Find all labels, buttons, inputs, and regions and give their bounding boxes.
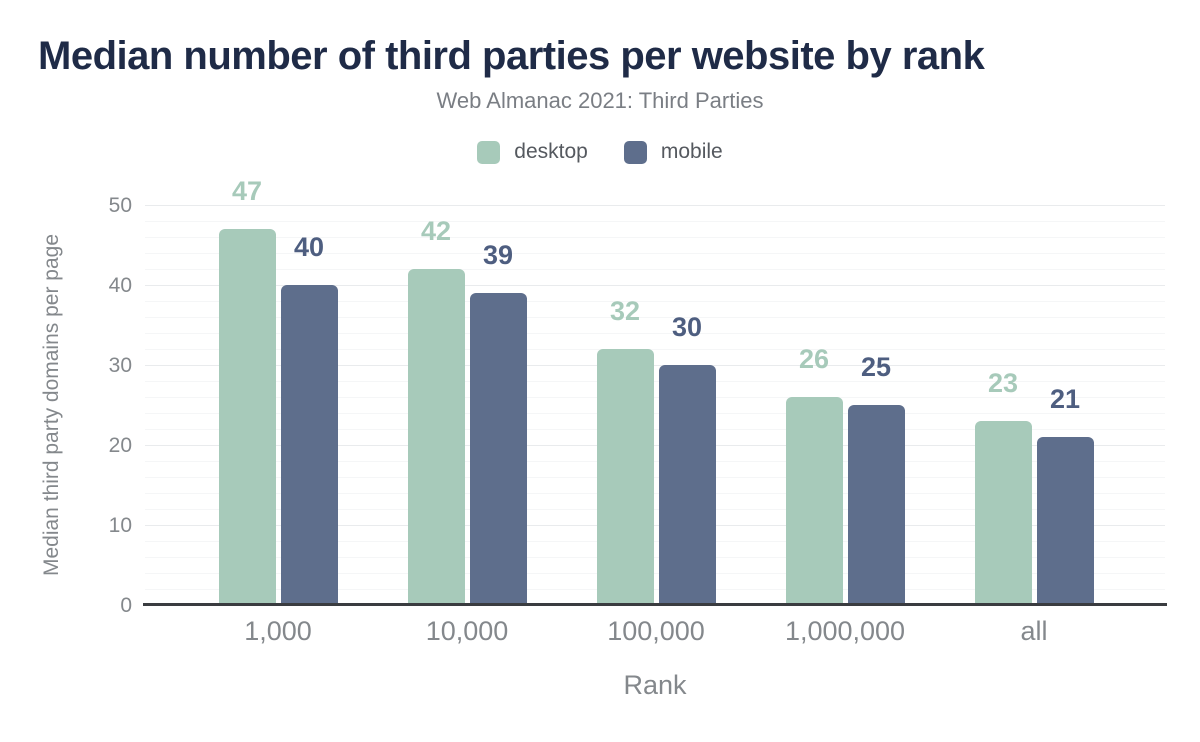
plot-area: 47 40 42 39 32 30 26 25 23 21	[145, 178, 1165, 605]
mobile-swatch-icon	[623, 140, 647, 164]
bar-mobile-1-000[interactable]	[280, 285, 338, 605]
bar-col-desktop-10-000: 42	[407, 216, 465, 605]
legend-item-mobile[interactable]: mobile	[623, 140, 723, 164]
bar-value-mobile-10-000: 39	[482, 240, 514, 270]
bar-group-1-000: 47 40	[218, 178, 338, 605]
x-tick-1-000-000: 1,000,000	[784, 616, 906, 646]
bar-desktop-1-000-000[interactable]	[785, 397, 843, 605]
bar-group-all: 23 21	[974, 370, 1094, 605]
desktop-swatch-icon	[477, 140, 501, 164]
x-tick-10-000: 10,000	[425, 616, 509, 646]
x-tick-100-000: 100,000	[607, 616, 705, 646]
bar-mobile-1-000-000[interactable]	[847, 405, 905, 605]
bar-col-desktop-1-000: 47	[218, 176, 276, 605]
bar-desktop-100-000[interactable]	[596, 349, 654, 605]
bar-mobile-100-000[interactable]	[658, 365, 716, 605]
bar-value-desktop-10-000: 42	[420, 216, 452, 246]
legend: desktop mobile	[0, 140, 1200, 164]
chart-title: Median number of third parties per websi…	[38, 34, 985, 78]
bar-col-mobile-1-000: 40	[280, 232, 338, 605]
bar-value-desktop-all: 23	[987, 368, 1019, 398]
bar-col-desktop-100-000: 32	[596, 296, 654, 605]
bar-col-mobile-100-000: 30	[658, 312, 716, 605]
legend-label-desktop: desktop	[514, 140, 588, 163]
bar-desktop-all[interactable]	[974, 421, 1032, 605]
bar-mobile-10-000[interactable]	[469, 293, 527, 605]
bar-value-desktop-1-000: 47	[231, 176, 263, 206]
bar-col-mobile-1-000-000: 25	[847, 352, 905, 605]
y-tick-10: 10	[108, 514, 132, 537]
y-tick-50: 50	[108, 194, 132, 217]
bar-col-desktop-1-000-000: 26	[785, 344, 843, 605]
bar-value-desktop-100-000: 32	[609, 296, 641, 326]
bar-col-mobile-all: 21	[1036, 384, 1094, 605]
y-tick-40: 40	[108, 274, 132, 297]
bar-value-mobile-1-000-000: 25	[860, 352, 892, 382]
bar-group-1-000-000: 26 25	[785, 346, 905, 605]
bar-group-10-000: 42 39	[407, 218, 527, 605]
y-tick-0: 0	[120, 594, 132, 617]
bar-col-desktop-all: 23	[974, 368, 1032, 605]
legend-label-mobile: mobile	[660, 140, 723, 163]
x-tick-1-000: 1,000	[244, 616, 312, 646]
bar-group-100-000: 32 30	[596, 298, 716, 605]
bar-value-mobile-all: 21	[1049, 384, 1081, 414]
chart-subtitle: Web Almanac 2021: Third Parties	[436, 88, 764, 113]
bar-desktop-1-000[interactable]	[218, 229, 276, 605]
bar-value-mobile-100-000: 30	[671, 312, 703, 342]
y-tick-30: 30	[108, 354, 132, 377]
bar-value-desktop-1-000-000: 26	[798, 344, 830, 374]
x-axis-line	[143, 603, 1167, 606]
bar-col-mobile-10-000: 39	[469, 240, 527, 605]
y-tick-20: 20	[108, 434, 132, 457]
x-tick-all: all	[1020, 616, 1048, 646]
bar-value-mobile-1-000: 40	[293, 232, 325, 262]
legend-item-desktop[interactable]: desktop	[477, 140, 588, 164]
y-axis-ticks: 0 10 20 30 40 50	[60, 195, 132, 616]
bar-mobile-all[interactable]	[1036, 437, 1094, 605]
bar-desktop-10-000[interactable]	[407, 269, 465, 605]
x-axis-title: Rank	[623, 670, 687, 700]
